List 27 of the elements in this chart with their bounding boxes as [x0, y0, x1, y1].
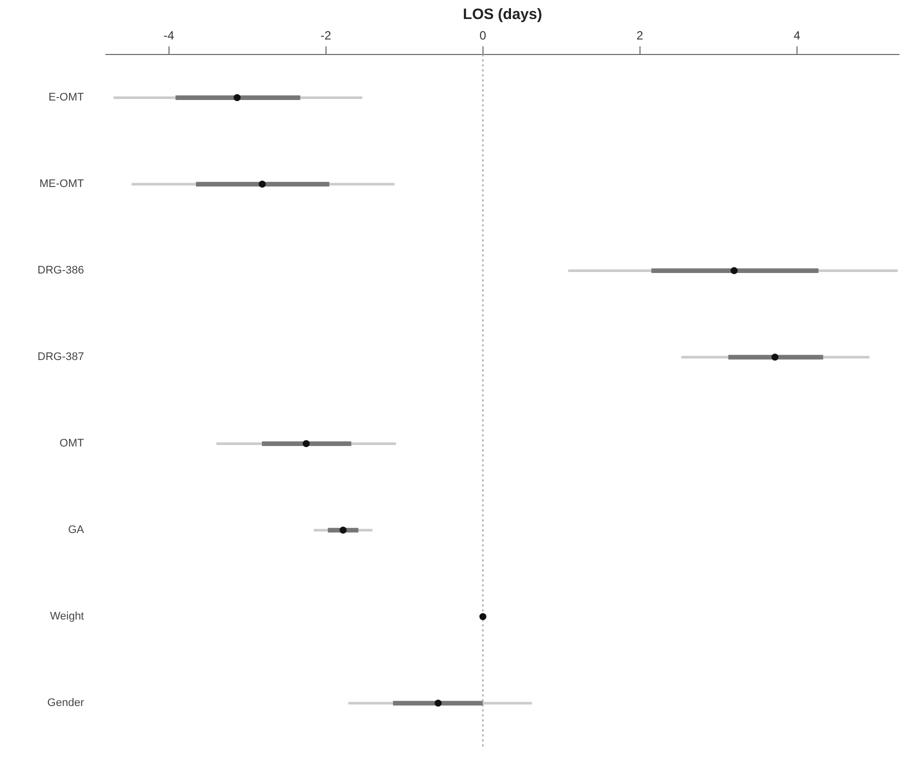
- y-tick-label: Gender: [47, 697, 84, 710]
- point: [340, 526, 347, 534]
- point: [730, 267, 738, 274]
- x-tick-label: 2: [636, 28, 644, 43]
- x-tick-label: 0: [480, 28, 487, 43]
- x-tick-label: -2: [320, 28, 332, 43]
- x-tick-label: 4: [794, 28, 801, 43]
- y-tick-label: DRG-386: [38, 264, 84, 277]
- bar: [176, 95, 300, 100]
- bar: [262, 441, 352, 446]
- point: [258, 180, 266, 188]
- y-tick-label: Weight: [50, 610, 84, 623]
- bar: [651, 268, 818, 273]
- y-tick-label: ME-OMT: [39, 178, 84, 190]
- x-axis-title: LOS (days): [462, 6, 542, 24]
- y-tick-label: DRG-387: [38, 351, 84, 364]
- point: [302, 440, 310, 448]
- point: [434, 700, 442, 707]
- y-tick-label: E-OMT: [48, 92, 84, 104]
- point: [234, 94, 241, 102]
- bar: [196, 182, 330, 186]
- x-tick-label: -4: [163, 28, 174, 43]
- y-tick-label: GA: [68, 524, 85, 536]
- point: [771, 354, 778, 361]
- point: [479, 613, 486, 620]
- y-tick-label: OMT: [60, 438, 84, 450]
- bar: [728, 354, 824, 360]
